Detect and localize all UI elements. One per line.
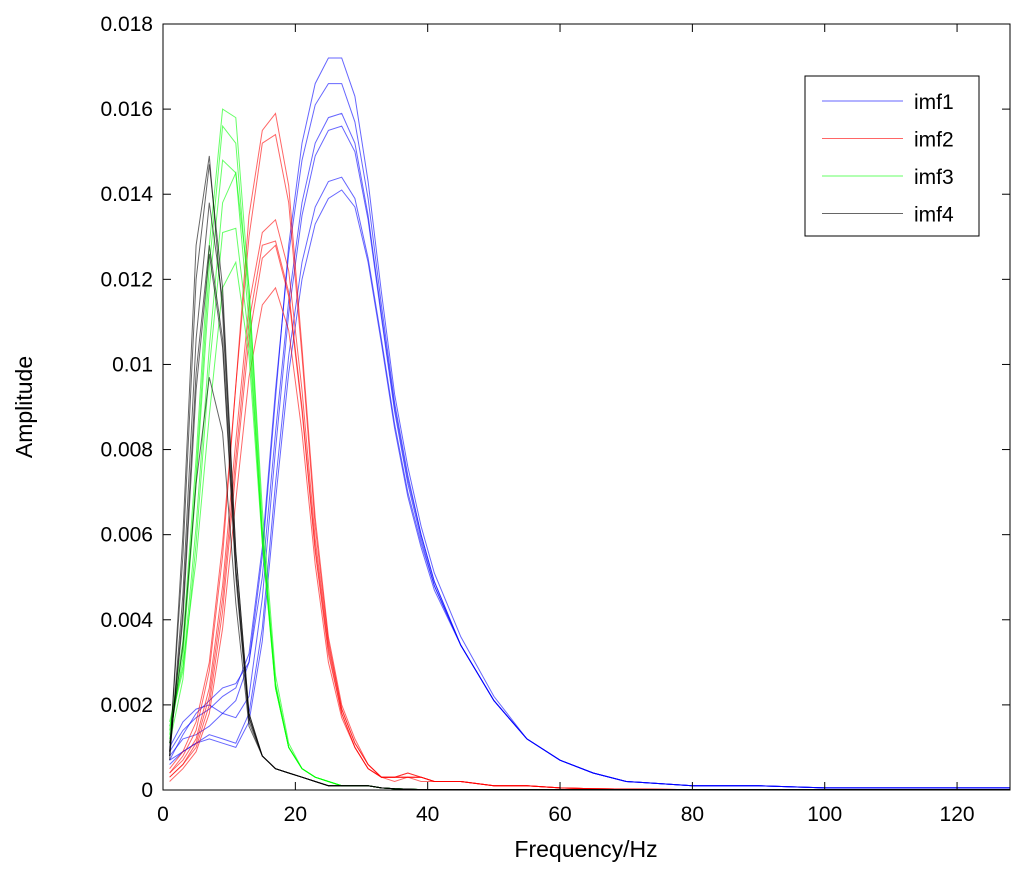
plot-frame bbox=[162, 23, 1011, 791]
x-tick-label: 0 bbox=[157, 803, 169, 826]
x-axis: 0 20 40 60 80 100 120 bbox=[157, 24, 975, 826]
y-tick-label: 0.004 bbox=[100, 609, 153, 632]
legend-box bbox=[804, 75, 980, 237]
y-axis: 0 0.002 0.004 0.006 0.008 0.01 0.012 0.014 0.016… bbox=[100, 13, 1010, 802]
x-tick-label: 80 bbox=[681, 803, 704, 826]
y-tick-label: 0.01 bbox=[112, 353, 153, 376]
y-tick-label: 0.014 bbox=[100, 183, 153, 206]
y-tick-label: 0.008 bbox=[100, 439, 153, 462]
legend-label-imf3: imf3 bbox=[914, 166, 954, 189]
legend-label-imf4: imf4 bbox=[914, 204, 954, 227]
legend: imf1 imf2 imf3 imf4 bbox=[804, 75, 980, 237]
legend-label-imf2: imf2 bbox=[914, 129, 954, 152]
y-axis-label: Amplitude bbox=[11, 356, 37, 458]
series-line-imf1-6 bbox=[169, 189, 1010, 789]
x-tick-label: 120 bbox=[940, 803, 975, 826]
y-tick-label: 0.016 bbox=[100, 98, 153, 121]
y-tick-label: 0 bbox=[141, 779, 153, 802]
x-axis-label: Frequency/Hz bbox=[514, 836, 657, 862]
y-tick-label: 0.012 bbox=[100, 268, 153, 291]
series-imf1 bbox=[169, 57, 1010, 789]
y-tick-label: 0.018 bbox=[100, 13, 153, 36]
x-tick-label: 100 bbox=[807, 803, 842, 826]
x-tick-label: 60 bbox=[548, 803, 571, 826]
x-tick-label: 20 bbox=[284, 803, 307, 826]
y-tick-label: 0.002 bbox=[100, 694, 153, 717]
x-tick-label: 40 bbox=[416, 803, 439, 826]
y-tick-label: 0.006 bbox=[100, 524, 153, 547]
legend-label-imf1: imf1 bbox=[914, 91, 954, 114]
